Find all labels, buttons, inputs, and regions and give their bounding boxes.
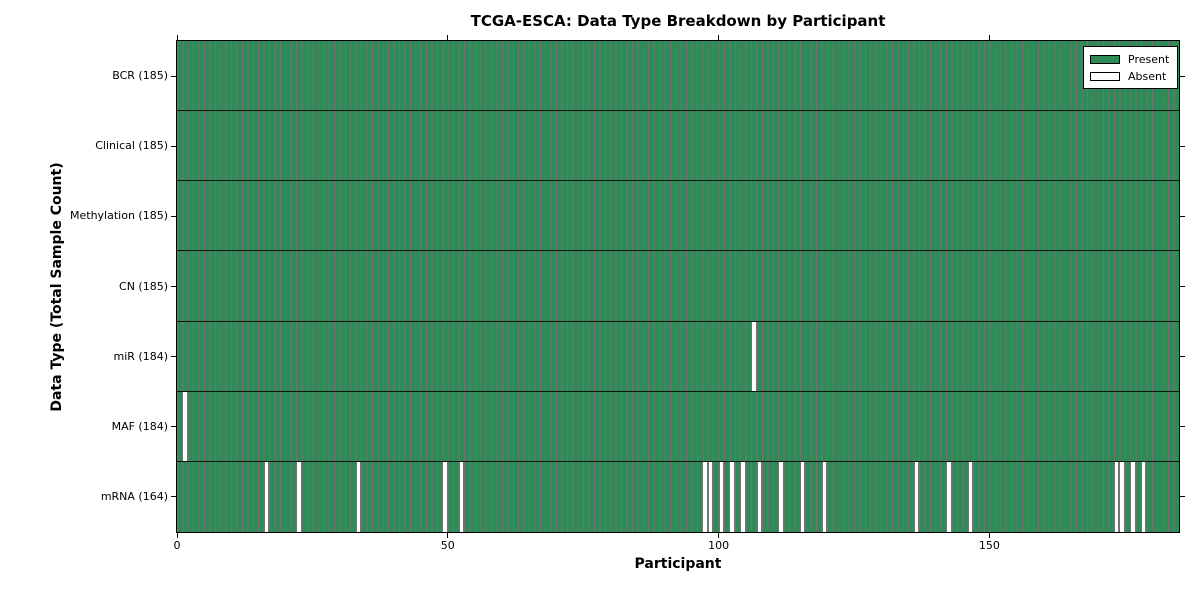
absent-cell-mRNA-16	[263, 461, 270, 532]
absent-cell-mRNA-111	[778, 461, 784, 532]
row-BCR	[177, 41, 1179, 112]
row-mRNA	[177, 461, 1179, 532]
x-tick-label-100: 100	[708, 539, 730, 552]
x-tick-bottom-50	[447, 533, 449, 538]
absent-cell-mRNA-115	[799, 461, 806, 532]
y-tick-left-MAF	[171, 426, 176, 428]
y-tick-label-BCR: BCR (185)	[112, 69, 168, 83]
absent-cell-mRNA-97	[702, 461, 708, 532]
x-tick-bottom-0	[176, 533, 178, 538]
y-tick-left-Methylation	[171, 215, 176, 217]
absent-cell-mRNA-104	[740, 461, 746, 532]
absent-cell-mRNA-119	[821, 461, 827, 532]
y-tick-label-mRNA: mRNA (164)	[100, 489, 168, 503]
y-tick-right-MAF	[1180, 426, 1185, 428]
absent-cell-mRNA-146	[967, 461, 974, 532]
absent-cell-mRNA-22	[296, 461, 302, 532]
x-axis-label: Participant	[634, 556, 722, 572]
x-tick-label-0: 0	[173, 539, 181, 552]
absent-cell-mRNA-33	[355, 461, 362, 532]
x-tick-top-0	[176, 35, 178, 40]
y-tick-label-Clinical: Clinical (185)	[95, 139, 168, 153]
absent-cell-mRNA-49	[442, 461, 448, 532]
y-tick-right-miR	[1180, 356, 1185, 358]
plot-area	[176, 40, 1180, 533]
row-miR	[177, 321, 1179, 392]
row-Methylation	[177, 181, 1179, 252]
absent-cell-mRNA-142	[946, 461, 952, 532]
x-tick-top-150	[988, 35, 990, 40]
absent-cell-MAF-1	[182, 391, 188, 461]
y-tick-left-miR	[171, 356, 176, 358]
y-tick-right-mRNA	[1180, 496, 1185, 498]
x-tick-top-100	[718, 35, 720, 40]
x-tick-top-50	[447, 35, 449, 40]
y-tick-right-Methylation	[1180, 215, 1185, 217]
y-tick-right-Clinical	[1180, 145, 1185, 147]
y-tick-left-BCR	[171, 75, 176, 77]
row-MAF	[177, 391, 1179, 462]
y-tick-label-miR: miR (184)	[113, 349, 169, 363]
present-swatch-icon	[1090, 54, 1120, 64]
absent-cell-mRNA-178	[1141, 461, 1147, 532]
y-tick-right-CN	[1180, 286, 1185, 287]
legend: Present Absent	[1083, 46, 1178, 89]
x-tick-label-150: 150	[978, 539, 1000, 552]
absent-cell-miR-106	[751, 321, 757, 391]
y-tick-left-Clinical	[171, 145, 176, 147]
row-Clinical	[177, 111, 1179, 182]
legend-label-present: Present	[1128, 52, 1170, 66]
x-tick-label-50: 50	[440, 539, 455, 552]
absent-cell-mRNA-173	[1114, 461, 1120, 532]
y-tick-right-BCR	[1180, 75, 1185, 77]
y-tick-left-CN	[171, 286, 176, 287]
y-tick-label-CN: CN (185)	[119, 279, 168, 293]
chart-title: TCGA-ESCA: Data Type Breakdown by Partic…	[470, 12, 886, 30]
absent-cell-mRNA-136	[913, 461, 919, 532]
absent-cell-mRNA-100	[718, 461, 725, 532]
absent-cell-mRNA-107	[756, 461, 762, 532]
absent-cell-mRNA-52	[458, 461, 465, 532]
legend-item-present: Present	[1090, 52, 1171, 66]
absent-cell-mRNA-174	[1119, 461, 1125, 532]
legend-label-absent: Absent	[1128, 69, 1167, 83]
y-tick-label-MAF: MAF (184)	[111, 419, 168, 433]
x-tick-bottom-150	[988, 533, 990, 538]
absent-cell-mRNA-176	[1130, 461, 1136, 532]
x-tick-bottom-100	[718, 533, 720, 538]
absent-cell-mRNA-98	[707, 461, 714, 532]
y-tick-label-Methylation: Methylation (185)	[70, 209, 168, 223]
y-tick-left-mRNA	[171, 496, 176, 498]
legend-item-absent: Absent	[1090, 69, 1171, 83]
row-CN	[177, 251, 1179, 322]
absent-swatch-icon	[1090, 71, 1120, 81]
absent-cell-mRNA-102	[729, 461, 735, 532]
